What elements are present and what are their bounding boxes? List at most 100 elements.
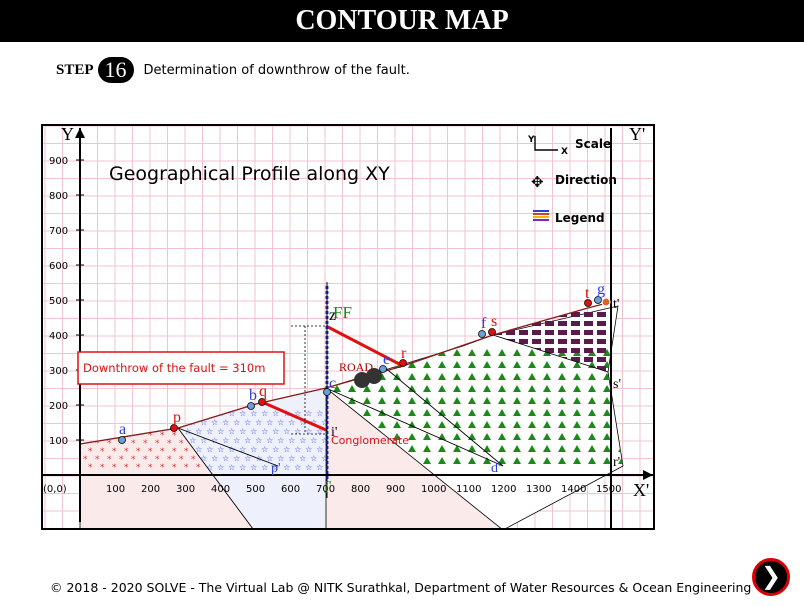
- svg-text:☆: ☆: [228, 445, 235, 454]
- label-z: z: [329, 307, 336, 324]
- svg-text:☆: ☆: [217, 427, 224, 436]
- svg-text:*: *: [160, 431, 165, 441]
- svg-text:☆: ☆: [283, 427, 290, 436]
- svg-text:☆: ☆: [277, 454, 284, 463]
- origin-label: (0,0): [43, 484, 67, 495]
- conglomerate-label: Conglomerate: [331, 434, 409, 447]
- prime-labels: p' d' r' s' t' j' i': [271, 297, 621, 494]
- svg-text:*: *: [155, 455, 160, 465]
- x-tick-300: 300: [176, 484, 195, 495]
- svg-text:☆: ☆: [305, 463, 312, 472]
- displaced-bed-highlight-upper: [325, 324, 404, 368]
- svg-text:*: *: [112, 447, 117, 457]
- svg-text:☆: ☆: [294, 409, 301, 418]
- x-tick-600: 600: [281, 484, 300, 495]
- step-number-badge: 16: [97, 57, 134, 83]
- y-tick-200: 200: [49, 401, 68, 412]
- svg-text:*: *: [143, 439, 148, 449]
- point-f[interactable]: [478, 330, 486, 338]
- svg-text:*: *: [172, 431, 177, 441]
- label-s-prime: s': [613, 377, 621, 392]
- svg-text:☆: ☆: [299, 454, 306, 463]
- svg-text:☆: ☆: [261, 445, 268, 454]
- svg-text:☆: ☆: [244, 436, 251, 445]
- downthrow-result-text: Downthrow of the fault = 310m: [83, 361, 265, 375]
- point-c[interactable]: [323, 388, 331, 396]
- svg-text:*: *: [88, 431, 93, 441]
- downthrow-result-box: [77, 351, 285, 385]
- next-button[interactable]: ❯: [752, 558, 790, 596]
- svg-text:*: *: [179, 439, 184, 449]
- svg-text:☆: ☆: [272, 427, 279, 436]
- svg-text:☆: ☆: [321, 418, 328, 427]
- x-tick-400: 400: [211, 484, 230, 495]
- label-j-prime: j': [324, 479, 331, 494]
- legend-tool[interactable]: Legend: [533, 210, 605, 225]
- svg-text:*: *: [136, 431, 141, 441]
- label-p-prime: p': [271, 461, 281, 476]
- svg-text:☆: ☆: [310, 418, 317, 427]
- point-s[interactable]: [488, 328, 496, 336]
- svg-text:*: *: [107, 439, 112, 449]
- x-tick-1300: 1300: [526, 484, 551, 495]
- svg-text:*: *: [172, 463, 177, 473]
- x-tick-800: 800: [351, 484, 370, 495]
- svg-text:*: *: [160, 447, 165, 457]
- svg-text:*: *: [136, 463, 141, 473]
- point-t-end[interactable]: [601, 297, 611, 307]
- point-b[interactable]: [247, 402, 255, 410]
- label-g: g: [597, 281, 605, 298]
- svg-text:☆: ☆: [233, 436, 240, 445]
- bed-boundaries: [177, 334, 609, 467]
- svg-text:*: *: [88, 447, 93, 457]
- svg-text:☆: ☆: [294, 427, 301, 436]
- svg-text:*: *: [148, 431, 153, 441]
- svg-text:☆: ☆: [288, 436, 295, 445]
- svg-text:☆: ☆: [239, 445, 246, 454]
- point-e[interactable]: [379, 365, 387, 373]
- scale-tool[interactable]: Y X Scale: [527, 135, 611, 157]
- axis-x-prime-label: X': [633, 480, 649, 500]
- step-description: Determination of downthrow of the fault.: [143, 62, 410, 78]
- svg-text:*: *: [184, 463, 189, 473]
- scale-icon-x: X: [561, 147, 568, 157]
- profile-title: Geographical Profile along XY: [109, 163, 390, 185]
- svg-text:☆: ☆: [222, 418, 229, 427]
- svg-text:*: *: [155, 439, 160, 449]
- svg-text:☆: ☆: [189, 436, 196, 445]
- y-axis-arrow-icon: [75, 128, 85, 138]
- svg-text:☆: ☆: [255, 418, 262, 427]
- x-tick-labels: 100 200 300 400 500 600 700 800 900 1000 1100 1200 1…: [106, 484, 621, 495]
- svg-text:*: *: [184, 447, 189, 457]
- svg-text:☆: ☆: [195, 409, 202, 418]
- y-tick-100: 100: [49, 436, 68, 447]
- footer-copyright: © 2018 - 2020 SOLVE - The Virtual Lab @ …: [50, 580, 752, 595]
- label-t-prime: t': [613, 297, 619, 312]
- svg-text:☆: ☆: [222, 436, 229, 445]
- svg-text:☆: ☆: [310, 454, 317, 463]
- point-q[interactable]: [258, 398, 266, 406]
- scale-label: Scale: [575, 137, 611, 151]
- label-c: c: [329, 375, 336, 392]
- app-title: CONTOUR MAP: [0, 0, 804, 42]
- direction-tool[interactable]: ✥ Direction: [531, 173, 617, 191]
- step-label: STEP: [56, 61, 94, 78]
- point-t[interactable]: [584, 299, 592, 307]
- point-r[interactable]: [399, 359, 407, 367]
- step-instruction: STEP 16 Determination of downthrow of th…: [56, 56, 410, 84]
- svg-text:☆: ☆: [239, 463, 246, 472]
- point-g[interactable]: [594, 296, 602, 304]
- svg-text:☆: ☆: [321, 454, 328, 463]
- point-p[interactable]: [170, 424, 178, 432]
- x-tick-1500: 1500: [596, 484, 621, 495]
- svg-text:☆: ☆: [316, 427, 323, 436]
- svg-text:*: *: [143, 455, 148, 465]
- svg-text:☆: ☆: [316, 463, 323, 472]
- svg-text:*: *: [83, 455, 88, 465]
- svg-text:☆: ☆: [233, 454, 240, 463]
- point-a[interactable]: [118, 436, 126, 444]
- label-b: b: [249, 387, 257, 404]
- svg-text:☆: ☆: [217, 463, 224, 472]
- svg-text:☆: ☆: [316, 409, 323, 418]
- svg-text:☆: ☆: [294, 463, 301, 472]
